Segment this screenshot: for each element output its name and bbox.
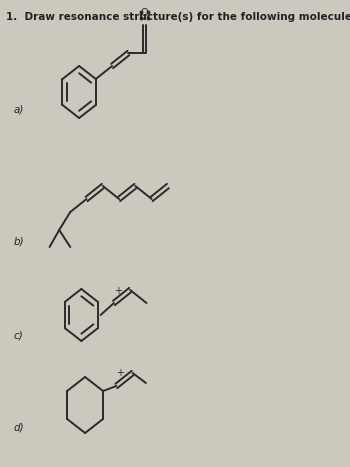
Text: c): c) xyxy=(13,330,23,340)
Text: +: + xyxy=(114,286,122,296)
Text: b): b) xyxy=(13,237,24,247)
Text: O: O xyxy=(141,8,148,18)
Text: +: + xyxy=(116,368,124,378)
Text: 1.  Draw resonance structure(s) for the following molecules.: 1. Draw resonance structure(s) for the f… xyxy=(6,12,350,22)
Text: a): a) xyxy=(13,104,24,114)
Text: d): d) xyxy=(13,422,24,432)
